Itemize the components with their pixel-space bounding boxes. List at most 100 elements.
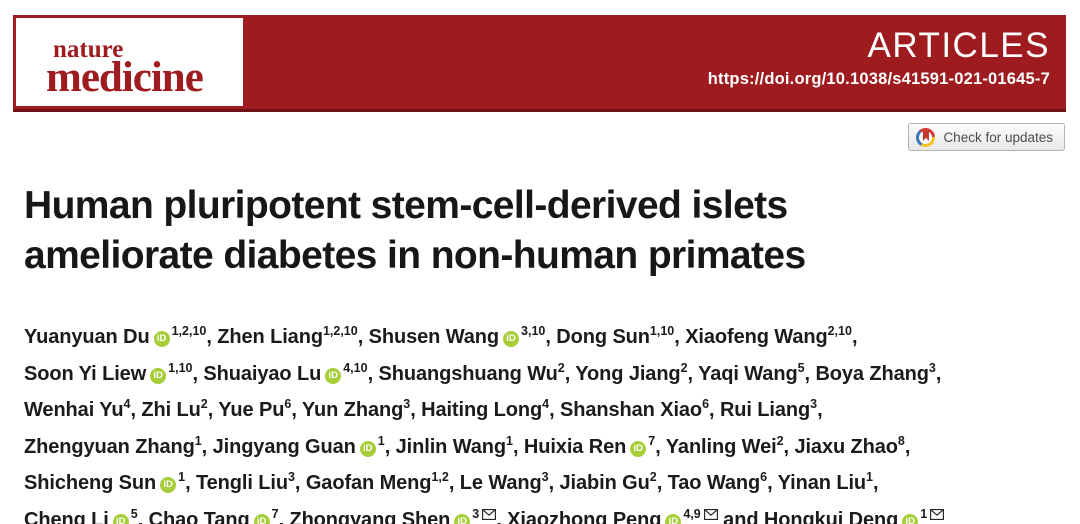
- orcid-icon[interactable]: iD: [630, 440, 647, 457]
- author-name: Haiting Long: [421, 399, 543, 421]
- author-separator: ,: [804, 362, 816, 385]
- author-affiliation-sup: 1: [920, 506, 928, 521]
- author-affiliation-sup: 7: [271, 506, 279, 521]
- author-name: Hongkui Deng: [763, 508, 899, 524]
- author-name: Yue Pu: [218, 399, 285, 421]
- author-name: Zhi Lu: [141, 399, 201, 421]
- orcid-icon[interactable]: iD: [454, 513, 471, 524]
- author-separator: ,: [448, 472, 460, 494]
- author-separator: ,: [192, 362, 204, 385]
- author-name: Jinlin Wang: [395, 435, 507, 458]
- author-name: Boya Zhang: [815, 362, 929, 385]
- orcid-icon[interactable]: iD: [503, 331, 520, 347]
- author-name: Jingyang Guan: [212, 435, 356, 458]
- author-separator: ,: [278, 508, 290, 524]
- author-separator: ,: [137, 508, 149, 524]
- author-affiliation-sup: 1: [506, 433, 513, 448]
- author-affiliation-sup: 2,10: [827, 324, 852, 338]
- author-separator: ,: [904, 435, 911, 458]
- author-affiliation-sup: 1,10: [168, 360, 193, 375]
- author-name: Xiaozhong Peng: [507, 508, 662, 524]
- author-separator: ,: [367, 362, 379, 385]
- author-name: Yanling Wei: [665, 435, 777, 458]
- author-name: Yong Jiang: [575, 362, 681, 385]
- orcid-icon[interactable]: iD: [253, 513, 270, 524]
- author-affiliation-sup: 2: [649, 470, 657, 484]
- author-name: Tengli Liu: [196, 472, 288, 494]
- author-name: Shuangshuang Wu: [378, 362, 558, 385]
- article-title-line2: ameliorate diabetes in non-human primate…: [24, 234, 806, 277]
- orcid-icon[interactable]: iD: [902, 513, 919, 524]
- author-name: Zhongyang Shen: [289, 508, 451, 524]
- author-separator: ,: [872, 472, 879, 494]
- orcid-icon[interactable]: iD: [153, 331, 170, 347]
- author-separator: and: [717, 508, 764, 524]
- author-affiliation-sup: 3: [403, 397, 411, 411]
- author-affiliation-sup: 1: [377, 433, 385, 448]
- author-list: Yuanyuan Du iD1,2,10, Zhen Liang1,2,10, S…: [24, 313, 1054, 524]
- author-affiliation-sup: 6: [284, 397, 292, 411]
- author-affiliation-sup: 3: [928, 360, 936, 375]
- author-separator: ,: [709, 399, 720, 421]
- author-name: Wenhai Yu: [24, 399, 124, 421]
- author-separator: ,: [548, 472, 560, 494]
- banner-right: ARTICLES https://doi.org/10.1038/s41591-…: [707, 26, 1050, 89]
- author-name: Shanshan Xiao: [559, 399, 703, 421]
- author-affiliation-sup: 6: [760, 470, 768, 484]
- author-line: Zhengyuan Zhang1, Jingyang Guan iD1, Jinl…: [24, 423, 1054, 460]
- author-separator: ,: [357, 326, 369, 348]
- author-name: Zhengyuan Zhang: [24, 435, 195, 458]
- author-separator: ,: [817, 399, 823, 421]
- article-title: Human pluripotent stem-cell-derived isle…: [24, 181, 1024, 281]
- author-name: Cheng Li: [24, 508, 109, 524]
- author-name: Soon Yi Liew: [24, 362, 147, 385]
- author-name: Tao Wang: [667, 472, 761, 494]
- author-separator: ,: [410, 399, 422, 421]
- author-name: Xiaofeng Wang: [685, 326, 828, 348]
- orcid-icon[interactable]: iD: [359, 440, 376, 457]
- author-affiliation-sup: 5: [797, 360, 805, 375]
- author-affiliation-sup: 6: [702, 397, 710, 411]
- author-affiliation-sup: 2: [680, 360, 688, 375]
- author-separator: ,: [130, 399, 142, 421]
- journal-logo-medicine: medicine: [46, 54, 204, 101]
- author-affiliation-sup: 1,2,10: [171, 324, 207, 338]
- author-affiliation-sup: 1,10: [649, 324, 675, 338]
- orcid-icon[interactable]: iD: [112, 513, 129, 524]
- doi-link[interactable]: https://doi.org/10.1038/s41591-021-01645…: [707, 69, 1050, 88]
- author-name: Yaqi Wang: [698, 362, 798, 385]
- author-name: Yuanyuan Du: [24, 326, 150, 348]
- orcid-icon[interactable]: iD: [150, 367, 167, 384]
- author-affiliation-sup: 7: [648, 433, 656, 448]
- author-separator: ,: [655, 435, 666, 458]
- author-affiliation-sup: 3,10: [521, 324, 546, 338]
- author-separator: ,: [496, 508, 508, 524]
- author-affiliation-sup: 3: [810, 397, 818, 411]
- author-separator: ,: [384, 435, 396, 458]
- journal-logo-nature: nature: [53, 36, 124, 63]
- author-separator: ,: [935, 362, 942, 385]
- author-separator: ,: [656, 472, 668, 494]
- author-affiliation-sup: 4: [542, 397, 550, 411]
- check-for-updates-button[interactable]: Check for updates: [908, 123, 1065, 151]
- email-envelope-icon[interactable]: [482, 503, 497, 524]
- author-separator: ,: [291, 399, 302, 421]
- author-name: Huixia Ren: [523, 435, 627, 458]
- journal-logo: nature medicine: [13, 15, 246, 109]
- author-separator: ,: [674, 326, 686, 348]
- email-envelope-icon[interactable]: [703, 503, 718, 524]
- orcid-icon[interactable]: iD: [325, 367, 342, 384]
- author-affiliation-sup: 3: [287, 470, 295, 484]
- email-envelope-icon[interactable]: [930, 503, 945, 524]
- author-affiliation-sup: 1: [178, 470, 186, 484]
- orcid-icon[interactable]: iD: [160, 477, 177, 493]
- author-separator: ,: [549, 399, 560, 421]
- author-name: Zhen Liang: [217, 326, 323, 348]
- author-affiliation-sup: 4: [123, 397, 131, 411]
- orcid-icon[interactable]: iD: [665, 513, 682, 524]
- author-affiliation-sup: 1,2,10: [322, 324, 358, 338]
- author-line: Yuanyuan Du iD1,2,10, Zhen Liang1,2,10, S…: [24, 313, 1054, 350]
- author-separator: ,: [206, 326, 218, 348]
- author-affiliation-sup: 2: [776, 433, 784, 448]
- author-separator: ,: [767, 472, 778, 494]
